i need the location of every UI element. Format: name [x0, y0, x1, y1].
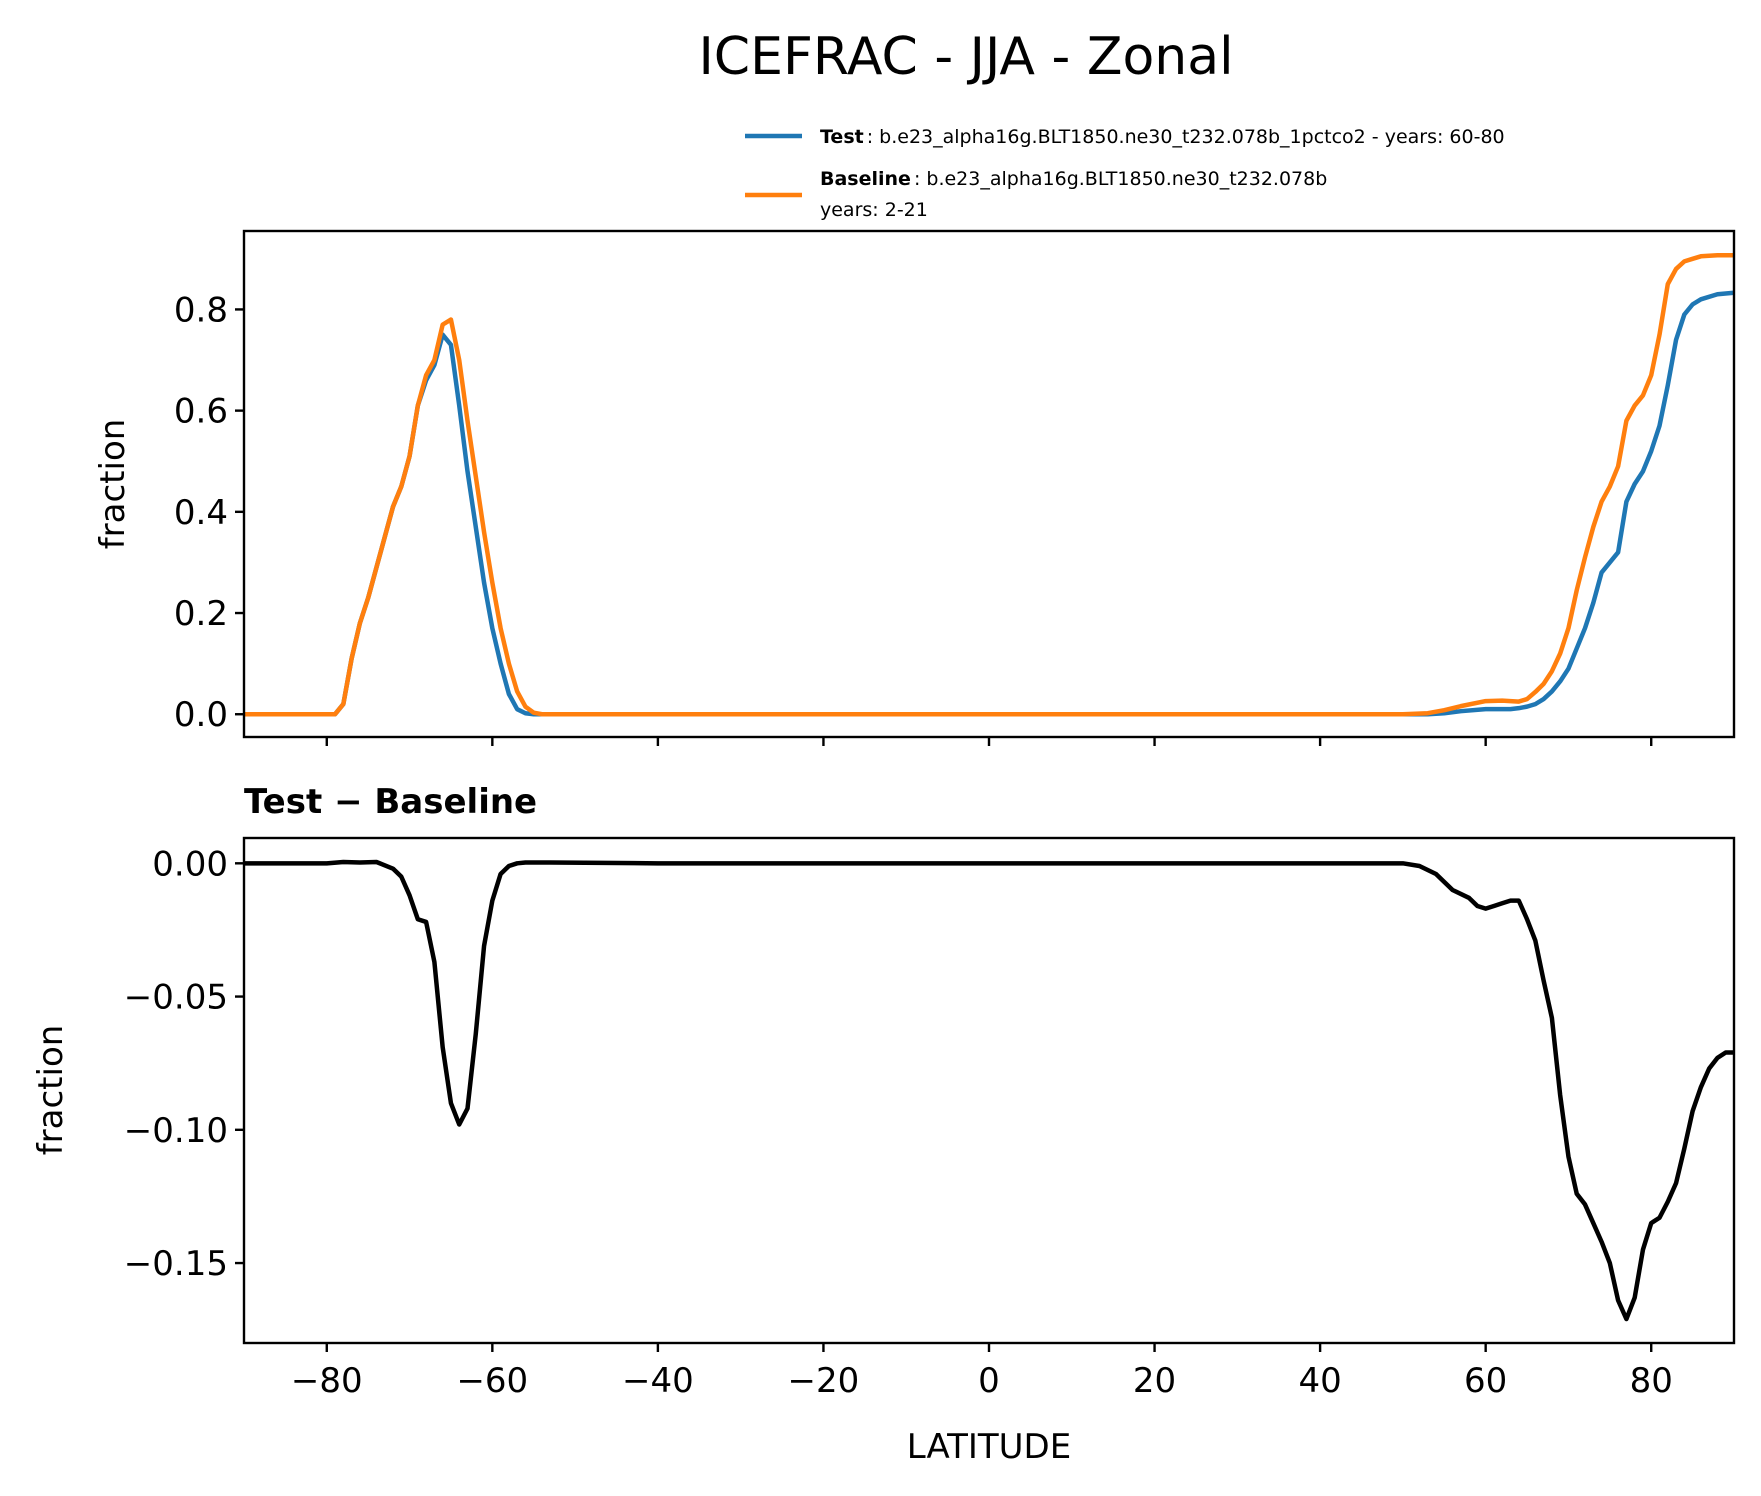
- x-axis-label: LATITUDE: [907, 1427, 1071, 1467]
- top-y-tick-label: 0.4: [174, 493, 228, 533]
- bottom-y-tick-label: 0.00: [152, 844, 228, 884]
- legend-baseline-years: years: 2-21: [820, 199, 928, 221]
- bottom-x-tick-label: −80: [291, 1361, 363, 1401]
- top-y-tick-label: 0.2: [174, 594, 228, 634]
- top-x-ticks: [325, 737, 1653, 746]
- bottom-y-tick-label: −0.10: [124, 1111, 228, 1151]
- bottom-x-tick-label: −60: [456, 1361, 528, 1401]
- legend-test-label: Test: b.e23_alpha16g.BLT1850.ne30_t232.0…: [820, 126, 1505, 148]
- bottom-y-tick-label: −0.15: [124, 1244, 228, 1284]
- bottom-x-tick-label: 20: [1133, 1361, 1176, 1401]
- top-y-ticks: 0.0 0.2 0.4 0.6 0.8: [174, 290, 244, 735]
- bottom-y-axis-label: fraction: [31, 1025, 71, 1156]
- bottom-y-ticks: 0.00 −0.05 −0.10 −0.15: [124, 844, 244, 1284]
- bottom-x-ticks: −80 −60 −40 −20 0 20 40 60 80: [291, 1343, 1673, 1401]
- bottom-x-tick-label: 40: [1298, 1361, 1341, 1401]
- bottom-series-difference-line: [244, 859, 1734, 1322]
- bottom-y-tick-label: −0.05: [124, 978, 228, 1018]
- top-y-axis-label: fraction: [93, 419, 133, 550]
- top-series-baseline-line: [244, 253, 1734, 717]
- bottom-x-tick-label: 0: [978, 1361, 1000, 1401]
- top-series-test-line: [244, 290, 1734, 717]
- legend-baseline-label: Baseline: b.e23_alpha16g.BLT1850.ne30_t2…: [820, 168, 1327, 190]
- bottom-panel-title: Test − Baseline: [244, 782, 537, 822]
- top-y-tick-label: 0.6: [174, 392, 228, 432]
- bottom-panel: Test − Baseline 0.00−0.05−0.10−0.15 −80−…: [31, 782, 1736, 1467]
- bottom-x-tick-label: 60: [1464, 1361, 1507, 1401]
- top-y-tick-label: 0.0: [174, 695, 228, 735]
- bottom-x-tick-label: −20: [788, 1361, 860, 1401]
- legend: Test: b.e23_alpha16g.BLT1850.ne30_t232.0…: [745, 126, 1505, 221]
- bottom-x-tick-label: 80: [1630, 1361, 1673, 1401]
- figure-title: ICEFRAC - JJA - Zonal: [698, 27, 1233, 87]
- top-panel: 0.0 0.2 0.4 0.6 0.8 fraction: [93, 229, 1736, 746]
- bottom-plot-area: [244, 859, 1734, 1322]
- bottom-x-tick-label: −40: [622, 1361, 694, 1401]
- top-plot-area: [244, 253, 1734, 717]
- top-y-tick-label: 0.8: [174, 290, 228, 330]
